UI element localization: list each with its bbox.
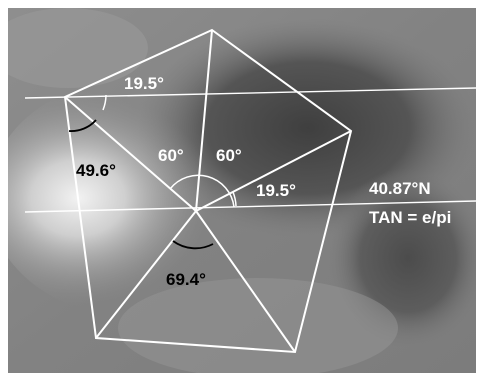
label-angle-lower-right: 19.5° <box>256 181 296 200</box>
radial-line-top <box>195 29 213 212</box>
arc-lower-right-angle <box>232 191 237 207</box>
label-angle-center-left: 60° <box>158 146 184 165</box>
terrain-highlight <box>8 78 288 318</box>
arc-top-angle <box>102 94 107 111</box>
label-angle-top: 19.5° <box>124 74 164 93</box>
radial-line-right <box>195 130 352 212</box>
label-angle-center-right: 60° <box>216 146 242 165</box>
photo-overlay-svg: 19.5° 49.6° 60° 60° 19.5° 69.4° 40.87°N … <box>8 8 476 373</box>
label-angle-upper-left: 49.6° <box>76 161 116 180</box>
radial-line-bottom-right <box>195 210 296 353</box>
terrain-patch-top-left <box>8 8 148 88</box>
lower-horizontal-line <box>24 200 476 213</box>
terrain-patch-bottom <box>118 278 398 373</box>
latitude-label: 40.87°N <box>369 179 431 198</box>
pentagon-outline <box>63 28 353 354</box>
tan-formula-label: TAN = e/pi <box>369 208 451 227</box>
label-angle-bottom: 69.4° <box>166 270 206 289</box>
arc-center-angles <box>169 174 235 208</box>
upper-horizontal-line <box>24 87 476 99</box>
arc-bottom-angle <box>172 240 214 250</box>
surface-photograph: 19.5° 49.6° 60° 60° 19.5° 69.4° 40.87°N … <box>8 8 476 373</box>
arc-upper-left-angle <box>68 119 97 132</box>
radial-line-left <box>64 96 197 212</box>
radial-line-bottom-left <box>95 210 197 339</box>
